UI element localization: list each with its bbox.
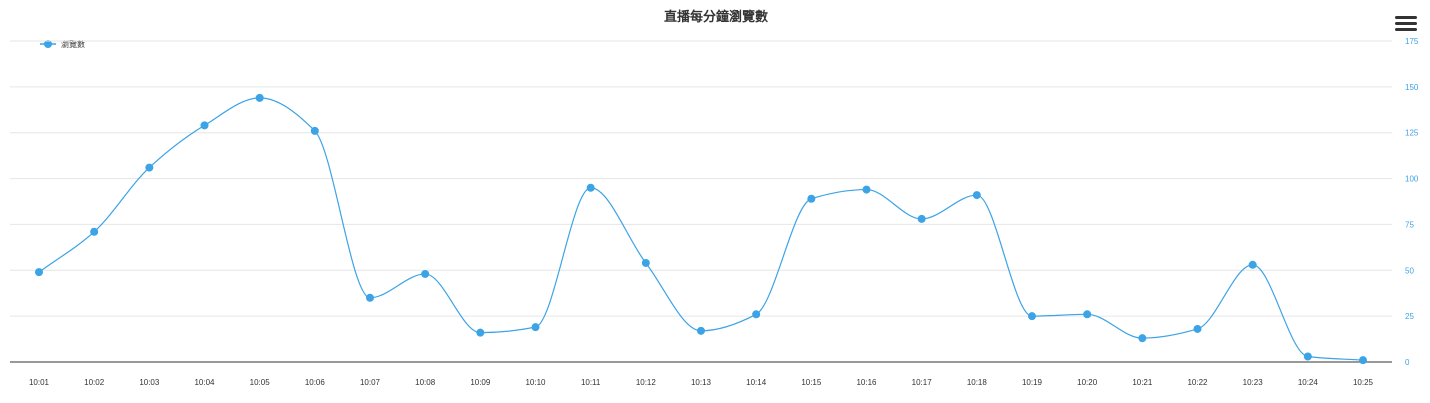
data-point-1005[interactable] bbox=[255, 93, 264, 102]
x-tick-label: 10:08 bbox=[415, 378, 436, 387]
x-tick-label: 10:14 bbox=[746, 378, 767, 387]
y-tick-label: 175 bbox=[1405, 37, 1419, 46]
data-point-1024[interactable] bbox=[1303, 352, 1312, 361]
x-tick-label: 10:16 bbox=[856, 378, 877, 387]
x-tick-label: 10:06 bbox=[305, 378, 326, 387]
data-point-1008[interactable] bbox=[421, 269, 430, 278]
menu-bar bbox=[1395, 16, 1417, 19]
x-tick-label: 10:24 bbox=[1298, 378, 1319, 387]
x-tick-label: 10:04 bbox=[194, 378, 215, 387]
x-tick-label: 10:25 bbox=[1353, 378, 1374, 387]
hamburger-menu-icon[interactable] bbox=[1395, 16, 1417, 36]
x-tick-label: 10:15 bbox=[801, 378, 822, 387]
x-tick-label: 10:01 bbox=[29, 378, 50, 387]
x-tick-label: 10:12 bbox=[636, 378, 657, 387]
x-tick-label: 10:02 bbox=[84, 378, 105, 387]
y-tick-label: 25 bbox=[1405, 312, 1414, 321]
data-point-1011[interactable] bbox=[586, 183, 595, 192]
data-point-1007[interactable] bbox=[366, 293, 374, 302]
x-tick-label: 10:23 bbox=[1243, 378, 1264, 387]
y-tick-label: 100 bbox=[1405, 175, 1419, 184]
x-axis: 10:01 10:02 10:03 10:04 10:05 10:06 10:07 10:08… bbox=[10, 361, 1392, 387]
data-points bbox=[35, 93, 1367, 365]
chart-title: 直播每分鐘瀏覽數 bbox=[664, 9, 768, 24]
x-tick-label: 10:07 bbox=[360, 378, 381, 387]
series-line bbox=[38, 97, 1364, 361]
x-tick-label: 10:13 bbox=[691, 378, 712, 387]
legend-marker bbox=[44, 40, 52, 48]
data-point-1009[interactable] bbox=[476, 328, 485, 337]
data-point-1019[interactable] bbox=[1028, 312, 1036, 321]
data-point-1010[interactable] bbox=[531, 323, 540, 332]
data-point-1006[interactable] bbox=[310, 126, 319, 135]
x-tick-label: 10:03 bbox=[139, 378, 160, 387]
x-tick-label: 10:22 bbox=[1187, 378, 1208, 387]
y-tick-label: 125 bbox=[1405, 129, 1419, 138]
y-tick-label: 150 bbox=[1405, 83, 1419, 92]
x-tick-label: 10:18 bbox=[967, 378, 988, 387]
grid-lines bbox=[10, 40, 1392, 317]
x-tick-label: 10:17 bbox=[912, 378, 933, 387]
data-point-1002[interactable] bbox=[90, 227, 99, 236]
data-point-1001[interactable] bbox=[35, 268, 43, 277]
legend[interactable]: 瀏覽數 bbox=[40, 39, 85, 49]
menu-bar bbox=[1395, 28, 1417, 31]
data-point-1021[interactable] bbox=[1138, 334, 1147, 343]
data-point-1018[interactable] bbox=[972, 191, 981, 200]
x-tick-label: 10:11 bbox=[581, 378, 601, 387]
data-point-1003[interactable] bbox=[145, 163, 154, 172]
legend-label: 瀏覽數 bbox=[61, 39, 85, 49]
x-tick-label: 10:09 bbox=[470, 378, 491, 387]
menu-bar bbox=[1395, 22, 1417, 25]
y-tick-label: 50 bbox=[1405, 266, 1414, 275]
data-point-1022[interactable] bbox=[1193, 324, 1202, 333]
data-point-1020[interactable] bbox=[1083, 310, 1092, 319]
data-point-1014[interactable] bbox=[752, 310, 761, 319]
y-tick-label: 75 bbox=[1405, 220, 1414, 229]
series-path-views bbox=[38, 97, 1364, 361]
data-point-1023[interactable] bbox=[1248, 260, 1257, 269]
data-point-1015[interactable] bbox=[807, 194, 816, 203]
x-tick-label: 10:21 bbox=[1132, 378, 1153, 387]
x-tick-label: 10:10 bbox=[525, 378, 546, 387]
data-point-1025[interactable] bbox=[1359, 356, 1367, 365]
data-point-1016[interactable] bbox=[862, 185, 871, 194]
data-point-1017[interactable] bbox=[917, 214, 926, 223]
x-tick-label: 10:05 bbox=[250, 378, 271, 387]
x-tick-label: 10:20 bbox=[1077, 378, 1098, 387]
x-tick-label: 10:19 bbox=[1022, 378, 1043, 387]
data-point-1013[interactable] bbox=[697, 326, 705, 335]
y-tick-label: 0 bbox=[1405, 358, 1410, 367]
data-point-1004[interactable] bbox=[200, 121, 209, 130]
data-point-1012[interactable] bbox=[641, 258, 650, 267]
y-axis-ticks: 0 25 50 75 100 125 150 175 bbox=[1405, 37, 1419, 367]
